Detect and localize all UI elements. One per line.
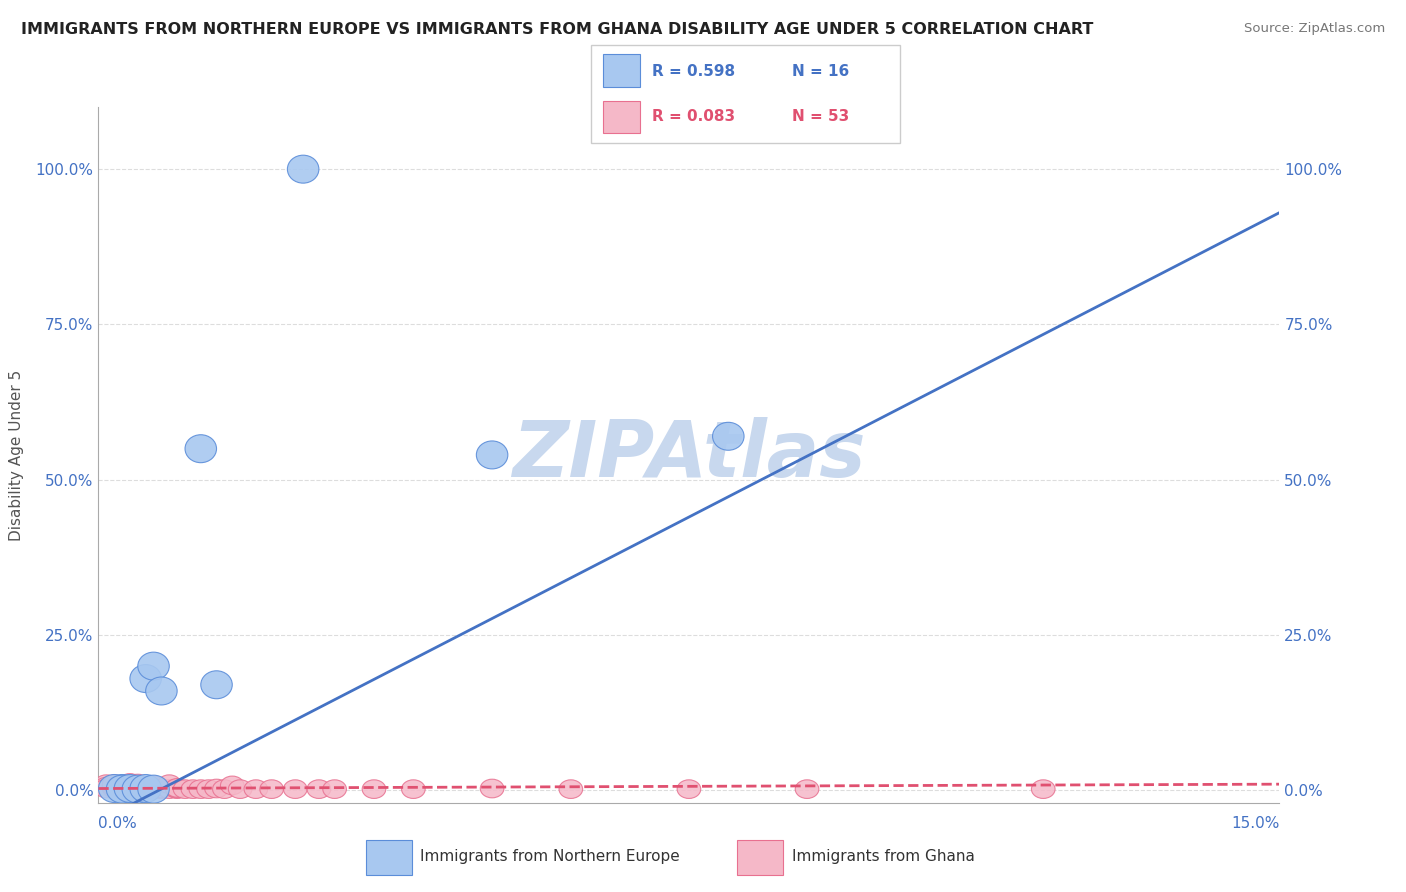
Ellipse shape — [122, 775, 153, 803]
FancyBboxPatch shape — [603, 54, 640, 87]
Ellipse shape — [142, 778, 166, 797]
Ellipse shape — [114, 775, 146, 803]
Ellipse shape — [188, 780, 212, 798]
Ellipse shape — [129, 774, 162, 803]
Ellipse shape — [149, 780, 173, 798]
Ellipse shape — [713, 422, 744, 450]
Ellipse shape — [481, 780, 503, 797]
Ellipse shape — [245, 780, 267, 798]
Ellipse shape — [166, 780, 188, 798]
FancyBboxPatch shape — [591, 45, 900, 143]
Ellipse shape — [107, 775, 138, 803]
Ellipse shape — [114, 774, 146, 803]
Ellipse shape — [103, 780, 127, 797]
Ellipse shape — [138, 652, 169, 680]
Ellipse shape — [110, 775, 134, 794]
Ellipse shape — [323, 780, 346, 798]
Ellipse shape — [118, 773, 142, 792]
Text: R = 0.083: R = 0.083 — [652, 109, 735, 124]
Ellipse shape — [127, 778, 149, 797]
Ellipse shape — [94, 777, 118, 796]
Ellipse shape — [363, 780, 385, 798]
Ellipse shape — [560, 780, 582, 798]
Ellipse shape — [107, 774, 138, 803]
Ellipse shape — [173, 780, 197, 798]
Text: N = 53: N = 53 — [792, 109, 849, 124]
Y-axis label: Disability Age Under 5: Disability Age Under 5 — [10, 369, 24, 541]
Ellipse shape — [307, 780, 330, 798]
Ellipse shape — [678, 780, 700, 798]
Ellipse shape — [201, 671, 232, 698]
Ellipse shape — [212, 780, 236, 798]
Ellipse shape — [157, 780, 181, 798]
Ellipse shape — [166, 779, 188, 797]
Ellipse shape — [110, 780, 134, 797]
Ellipse shape — [127, 780, 149, 797]
Ellipse shape — [103, 777, 127, 796]
Ellipse shape — [110, 778, 134, 797]
Ellipse shape — [796, 780, 818, 798]
Ellipse shape — [138, 775, 169, 803]
Ellipse shape — [103, 778, 127, 797]
Ellipse shape — [221, 776, 245, 795]
Text: ZIPAtlas: ZIPAtlas — [512, 417, 866, 493]
Ellipse shape — [146, 677, 177, 705]
Ellipse shape — [142, 776, 166, 795]
Ellipse shape — [94, 780, 118, 797]
Ellipse shape — [477, 441, 508, 469]
Ellipse shape — [402, 780, 425, 798]
Ellipse shape — [127, 777, 149, 796]
Text: 15.0%: 15.0% — [1232, 816, 1279, 831]
Ellipse shape — [127, 780, 149, 798]
Ellipse shape — [181, 780, 205, 798]
Ellipse shape — [260, 780, 284, 798]
Ellipse shape — [118, 778, 142, 797]
Ellipse shape — [149, 780, 173, 797]
Ellipse shape — [134, 780, 157, 798]
FancyBboxPatch shape — [603, 101, 640, 133]
Ellipse shape — [134, 777, 157, 796]
Text: 0.0%: 0.0% — [98, 816, 138, 831]
Ellipse shape — [110, 780, 134, 798]
Text: Immigrants from Northern Europe: Immigrants from Northern Europe — [420, 849, 681, 863]
Text: IMMIGRANTS FROM NORTHERN EUROPE VS IMMIGRANTS FROM GHANA DISABILITY AGE UNDER 5 : IMMIGRANTS FROM NORTHERN EUROPE VS IMMIG… — [21, 22, 1094, 37]
Ellipse shape — [142, 780, 166, 797]
Ellipse shape — [205, 780, 228, 797]
Text: R = 0.598: R = 0.598 — [652, 63, 735, 78]
Ellipse shape — [98, 774, 129, 803]
Text: Immigrants from Ghana: Immigrants from Ghana — [792, 849, 974, 863]
Ellipse shape — [157, 775, 181, 794]
Ellipse shape — [1032, 780, 1054, 798]
Text: N = 16: N = 16 — [792, 63, 849, 78]
Text: Source: ZipAtlas.com: Source: ZipAtlas.com — [1244, 22, 1385, 36]
Ellipse shape — [197, 780, 221, 798]
Ellipse shape — [287, 155, 319, 183]
Ellipse shape — [118, 780, 142, 797]
Ellipse shape — [127, 774, 149, 793]
Ellipse shape — [134, 779, 157, 797]
FancyBboxPatch shape — [737, 840, 783, 875]
Ellipse shape — [103, 775, 127, 794]
Ellipse shape — [142, 780, 166, 798]
Ellipse shape — [166, 780, 188, 797]
Ellipse shape — [186, 434, 217, 463]
Ellipse shape — [94, 775, 118, 794]
FancyBboxPatch shape — [366, 840, 412, 875]
Ellipse shape — [129, 665, 162, 692]
Ellipse shape — [228, 780, 252, 798]
Ellipse shape — [284, 780, 307, 798]
